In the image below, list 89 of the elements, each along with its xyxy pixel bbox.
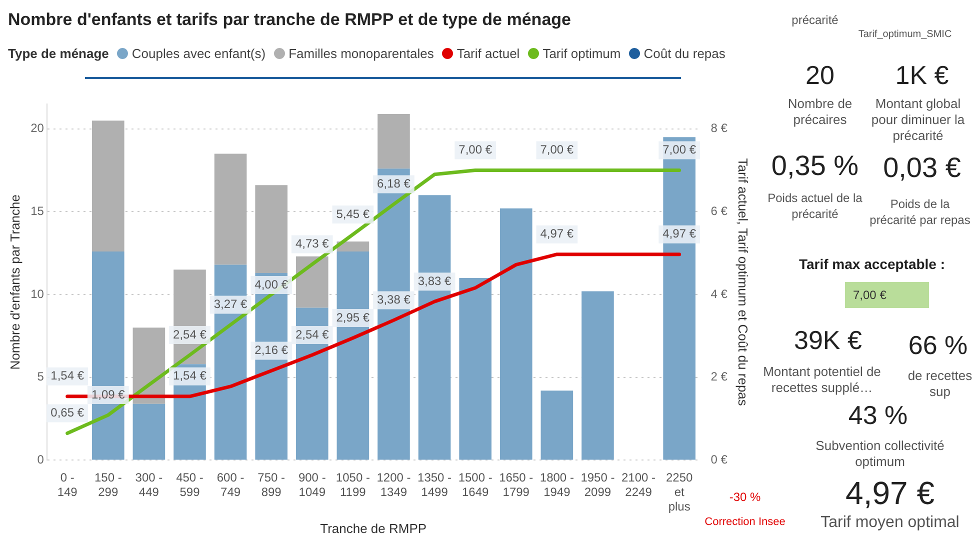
- bar: [582, 291, 614, 460]
- text: 4,97 €: [844, 475, 936, 511]
- data-label: 6,18 €: [377, 176, 411, 191]
- text: Tarif max acceptable :: [798, 256, 946, 272]
- data-label: 4,97 €: [540, 226, 574, 241]
- bar: [132, 404, 166, 460]
- y2-tick-label: 6 €: [710, 204, 728, 218]
- text: Tarif moyen optimal: [820, 514, 960, 531]
- text: Subvention collectivité optimum: [814, 438, 946, 470]
- bar: [378, 114, 410, 169]
- bar: [336, 242, 370, 252]
- data-label: 2,16 €: [254, 343, 288, 358]
- y-tick-label: 20: [30, 121, 44, 136]
- text: Montant potentiel de recettes supplé…: [762, 364, 882, 396]
- bar: [500, 208, 532, 460]
- x-tick-label: 1950 - 2099: [580, 470, 615, 500]
- data-label: 7,00 €: [662, 142, 696, 157]
- y2-tick-label: 4 €: [710, 286, 728, 301]
- data-label: 7,00 €: [540, 142, 574, 157]
- legend-label: Coût du repas: [644, 46, 726, 61]
- x-tick-label: 1800 - 1949: [540, 470, 574, 500]
- y2-tick-label: 8 €: [710, 121, 728, 136]
- text: précarité: [790, 12, 840, 28]
- x-tick-label: 450 - 599: [176, 470, 204, 500]
- data-label: 3,38 €: [377, 292, 411, 307]
- text: 39K €: [793, 325, 863, 355]
- x-axis-title: Tranche de RMPP: [320, 520, 427, 536]
- text: Poids de la précarité par repas: [868, 196, 972, 228]
- x-tick-label: 1200 - 1349: [376, 470, 411, 500]
- data-label: 3,27 €: [214, 297, 248, 312]
- text: Nombre de précaires: [786, 96, 854, 128]
- bar: [92, 120, 124, 252]
- data-label: 1,54 €: [173, 368, 207, 383]
- y-tick-label: 15: [30, 204, 44, 218]
- text: Montant global pour diminuer la précarité: [870, 96, 966, 144]
- x-tick-label: 1350 - 1499: [418, 470, 452, 500]
- bar: [92, 251, 124, 460]
- legend-label: Couples avec enfant(s): [132, 46, 266, 61]
- x-tick-label: 1650 - 1799: [499, 470, 534, 500]
- x-tick-label: 150 - 299: [94, 470, 122, 500]
- x-tick-label: 300 - 449: [135, 470, 163, 500]
- y-tick-label: 0: [37, 452, 44, 467]
- legend-label: Familles monoparentales: [288, 46, 434, 61]
- data-label: 2,95 €: [336, 310, 370, 324]
- bar: [255, 185, 288, 273]
- data-label: 5,45 €: [336, 206, 370, 221]
- legend-label: Tarif optimum: [542, 46, 621, 61]
- text: 0,03 €: [882, 152, 962, 184]
- legend-label: Tarif actuel: [456, 46, 520, 61]
- x-tick-label: 900 - 1049: [298, 470, 326, 500]
- bar: [296, 256, 328, 308]
- data-label: 2,54 €: [295, 327, 330, 342]
- data-label: 4,00 €: [254, 277, 288, 292]
- bar: [540, 390, 574, 460]
- text: -30 %: [729, 490, 761, 504]
- y2-axis-title: Tarif actuel, Tarif optimum et Coût du repas: [736, 158, 751, 406]
- x-tick-label: 2250 et plus: [666, 470, 693, 514]
- bar: [459, 278, 492, 460]
- chart-title: Nombre d'enfants et tarifs par tranche de RMPP et de type de ménage: [8, 10, 571, 30]
- x-tick-label: 750 - 899: [258, 470, 286, 500]
- y2-tick-label: 2 €: [710, 370, 728, 384]
- data-label: 0,65 €: [50, 406, 84, 420]
- text: 7,00 €: [845, 282, 929, 308]
- data-label: 2,54 €: [173, 327, 207, 342]
- text: Correction Insee: [704, 516, 786, 528]
- x-tick-label: 600 - 749: [216, 470, 244, 500]
- x-tick-label: 1050 - 1199: [336, 470, 370, 500]
- x-tick-label: 1500 - 1649: [458, 470, 492, 500]
- text: 1K €: [894, 60, 950, 90]
- y-tick-label: 10: [30, 286, 44, 301]
- text: 20: [804, 60, 836, 90]
- data-label: 4,73 €: [295, 236, 330, 251]
- y2-tick-label: 0 €: [710, 452, 728, 467]
- text: 66 %: [907, 330, 969, 360]
- data-label: 1,54 €: [50, 368, 84, 383]
- y-tick-label: 5: [37, 370, 44, 384]
- text: de recettes sup: [906, 368, 973, 400]
- legend-title: Type de ménage: [8, 46, 109, 61]
- x-tick-label: 2100 - 2249: [622, 470, 656, 500]
- text: Poids actuel de la précarité: [766, 190, 864, 222]
- text: 43 %: [847, 400, 909, 430]
- bar: [214, 154, 247, 265]
- text: 0,35 %: [770, 150, 860, 182]
- data-label: 4,97 €: [662, 226, 696, 241]
- y-axis-title: Nombre d'enfants par Tranche: [7, 194, 22, 370]
- data-label: 7,00 €: [458, 142, 492, 157]
- text: Tarif_optimum_SMIC: [857, 28, 953, 42]
- data-label: 3,83 €: [418, 274, 452, 288]
- x-tick-label: 0 - 149: [57, 470, 78, 500]
